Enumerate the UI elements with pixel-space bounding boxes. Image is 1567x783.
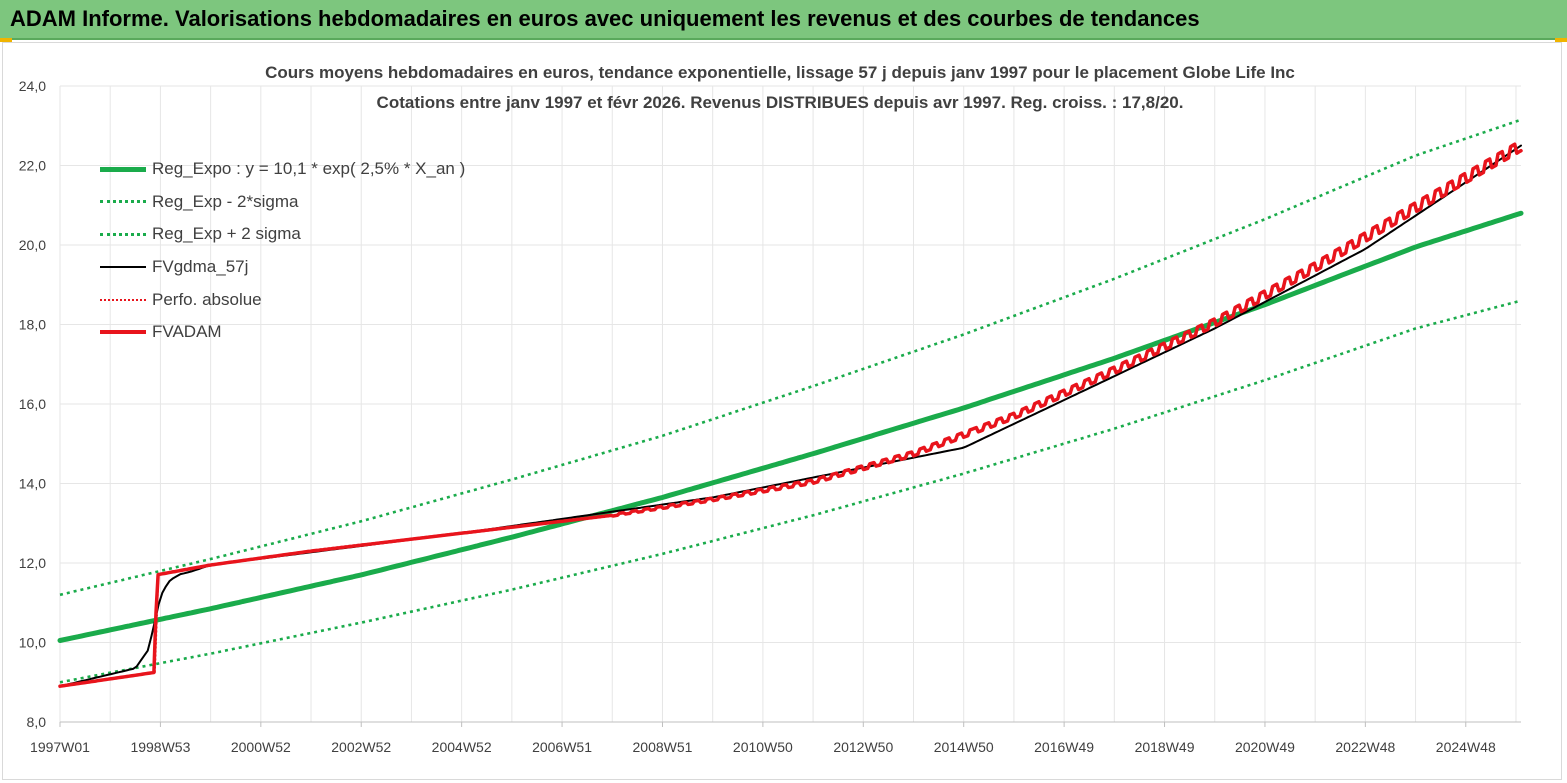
chart-subtitle: Cotations entre janv 1997 et févr 2026. … [376, 93, 1184, 112]
x-tick-label: 2004W52 [432, 739, 492, 755]
legend-item-fvgdma: FVgdma_57j [100, 251, 520, 284]
legend-swatch-fvgdma [100, 262, 146, 272]
y-tick-label: 22,0 [19, 158, 46, 174]
chart-frame [2, 42, 1562, 780]
chart-legend: Reg_Expo : y = 10,1 * exp( 2,5% * X_an )… [100, 153, 520, 349]
y-tick-label: 24,0 [19, 78, 46, 94]
legend-item-reg-exp-plus: Reg_Exp + 2 sigma [100, 218, 520, 251]
x-tick-label: 2014W50 [934, 739, 994, 755]
y-tick-label: 8,0 [27, 714, 47, 730]
x-tick-label: 2000W52 [231, 739, 291, 755]
legend-label-reg-exp-minus: Reg_Exp - 2*sigma [152, 191, 299, 211]
y-tick-label: 16,0 [19, 396, 46, 412]
legend-label-fvgdma: FVgdma_57j [152, 257, 249, 277]
legend-swatch-fvadam [100, 327, 146, 337]
legend-label-reg-expo: Reg_Expo : y = 10,1 * exp( 2,5% * X_an ) [152, 159, 466, 179]
legend-swatch-reg-exp-plus [100, 229, 146, 239]
x-tick-label: 2016W49 [1034, 739, 1094, 755]
series-line-1 [59, 299, 1522, 684]
legend-item-perfo-absolue: Perfo. absolue [100, 283, 520, 316]
x-tick-label: 2008W51 [633, 739, 693, 755]
report-title: ADAM Informe. Valorisations hebdomadaire… [10, 6, 1200, 31]
legend-label-perfo-absolue: Perfo. absolue [152, 289, 262, 309]
legend-item-reg-exp-minus: Reg_Exp - 2*sigma [100, 186, 520, 219]
legend-swatch-reg-expo [100, 164, 146, 174]
y-tick-label: 18,0 [19, 317, 46, 333]
y-tick-label: 14,0 [19, 476, 46, 492]
report-header: ADAM Informe. Valorisations hebdomadaire… [0, 0, 1567, 40]
y-tick-label: 12,0 [19, 555, 46, 571]
series-line-5 [58, 142, 1523, 688]
x-tick-label: 2002W52 [331, 739, 391, 755]
series-layer [57, 118, 1524, 688]
legend-swatch-perfo-absolue [100, 295, 146, 305]
x-tick-label: 2024W48 [1436, 739, 1496, 755]
x-tick-label: 2012W50 [833, 739, 893, 755]
x-tick-label: 2018W49 [1135, 739, 1195, 755]
legend-item-fvadam: FVADAM [100, 316, 520, 349]
corner-mark-right [1555, 38, 1567, 42]
grid-layer [59, 85, 1521, 723]
x-tick-label: 2010W50 [733, 739, 793, 755]
series-line-0 [57, 210, 1524, 643]
legend-item-reg-expo: Reg_Expo : y = 10,1 * exp( 2,5% * X_an ) [100, 153, 520, 186]
series-line-2 [59, 118, 1522, 597]
legend-label-reg-exp-plus: Reg_Exp + 2 sigma [152, 224, 301, 244]
y-tick-label: 10,0 [19, 635, 46, 651]
legend-label-fvadam: FVADAM [152, 322, 222, 342]
y-tick-label: 20,0 [19, 237, 46, 253]
legend-swatch-reg-exp-minus [100, 197, 146, 207]
x-tick-label: 1997W01 [30, 739, 90, 755]
x-tick-label: 2020W49 [1235, 739, 1295, 755]
x-tick-label: 2006W51 [532, 739, 592, 755]
x-tick-label: 2022W48 [1335, 739, 1395, 755]
corner-mark-left [0, 38, 12, 42]
x-tick-label: 1998W53 [130, 739, 190, 755]
axis-layer: 8,0 10,0 12,0 14,0 16,0 18,0 20,0 22,0 24,0 1997W… [19, 78, 1521, 755]
chart-title: Cours moyens hebdomadaires en euros, ten… [265, 63, 1295, 82]
